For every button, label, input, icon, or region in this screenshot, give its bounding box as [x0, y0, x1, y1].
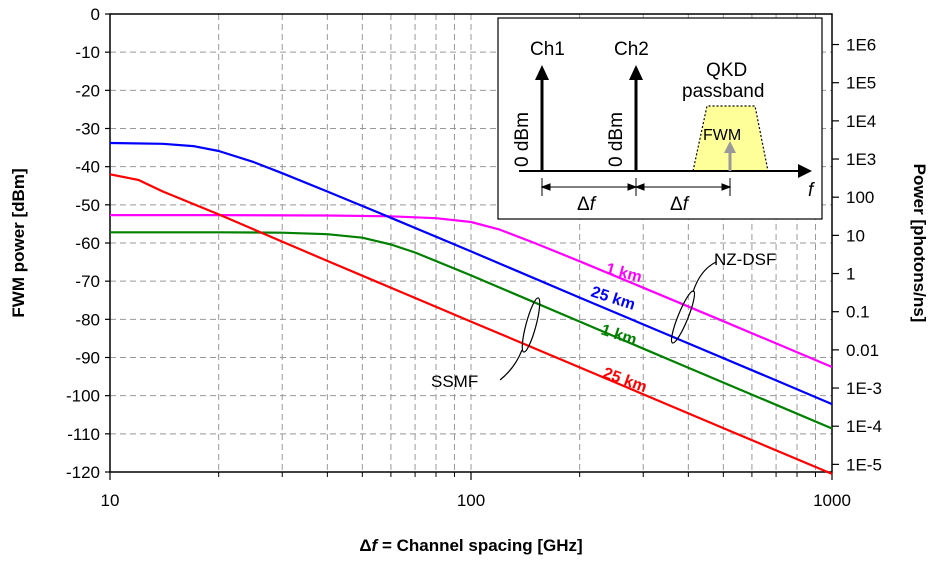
y-tick-label: -30	[75, 120, 100, 139]
y2-axis-title: Power [photons/ns]	[910, 164, 929, 323]
inset-frame	[497, 17, 823, 220]
y2-tick-label: 100	[846, 188, 874, 207]
series-line-ssmf-25km	[109, 173, 833, 475]
fwm-arrowhead	[724, 141, 736, 153]
nzdsf-leader	[692, 261, 717, 293]
y-tick-label: -90	[75, 349, 100, 368]
y-tick-label: -20	[75, 81, 100, 100]
grid-lines	[110, 14, 832, 472]
qkd-label: QKD	[706, 60, 747, 81]
nzdsf-ellipse	[670, 290, 696, 344]
spacing-markers	[540, 178, 732, 196]
x-tick-label: 10	[101, 491, 120, 510]
delta-f-label-2: Δf	[670, 194, 690, 215]
y-axis-title: FWM power [dBm]	[9, 168, 28, 317]
y-tick-label: -70	[75, 272, 100, 291]
passband-label: passband	[682, 81, 764, 102]
y2-tick-label: 1	[846, 265, 855, 284]
x-axis-title: Δf = Channel spacing [GHz]	[359, 536, 582, 555]
delta-f-label-1: Δf	[577, 194, 597, 215]
fwm-label: FWM	[703, 127, 741, 144]
ch1-arrowhead	[535, 65, 549, 80]
series-line-ssmf-1km	[110, 231, 833, 430]
ssmf-leader	[499, 349, 523, 381]
y-tick-label: -50	[75, 196, 100, 215]
label-nzdsf-1km: 1 km	[604, 260, 644, 286]
label-nzdsf-25km: 25 km	[589, 284, 637, 314]
y-tick-label: -120	[66, 463, 100, 482]
y2-tick-label: 1E4	[846, 112, 876, 131]
y2-tick-label: 1E-5	[846, 455, 882, 474]
y2-tick-label: 10	[846, 226, 865, 245]
y-tick-label: -60	[75, 234, 100, 253]
y2-tick-label: 1E-4	[846, 417, 882, 436]
label-ssmf-25km: 25 km	[601, 365, 649, 396]
y2-tick-label: 0.01	[846, 341, 879, 360]
ch1-level: 0 dBm	[512, 112, 533, 167]
ch2-label: Ch2	[614, 39, 649, 60]
y2-tick-label: 1E-3	[846, 379, 882, 398]
y-tick-label: -40	[75, 158, 100, 177]
ch2-level: 0 dBm	[606, 112, 627, 167]
y2-tick-label: 1E6	[846, 36, 876, 55]
y-tick-label: -100	[66, 387, 100, 406]
y2-tick-label: 1E5	[846, 74, 876, 93]
series-line-nz-dsf-25km	[109, 141, 833, 406]
ch1-label: Ch1	[530, 39, 565, 60]
y-tick-label: -10	[75, 43, 100, 62]
frequency-axis-arrowhead	[798, 164, 812, 178]
ssmf-annotation: SSMF	[431, 297, 541, 391]
x-axis-ticks: 10 100 1000	[101, 472, 851, 510]
ch2-arrowhead	[629, 65, 643, 80]
ssmf-ellipse	[521, 297, 541, 353]
y-tick-label: -110	[67, 425, 100, 444]
y-tick-label: -80	[75, 310, 100, 329]
y2-tick-label: 0.1	[846, 303, 870, 322]
y-tick-label: 0	[91, 5, 100, 24]
x-tick-label: 1000	[813, 491, 851, 510]
nzdsf-annotation: NZ-DSF	[670, 250, 776, 344]
inset-diagram: Ch1 Ch2 0 dBm 0 dBm QKD passband FWM f Δ…	[497, 17, 823, 220]
data-curves	[109, 141, 833, 475]
nzdsf-text: NZ-DSF	[714, 250, 776, 269]
label-ssmf-1km: 1 km	[599, 322, 639, 349]
y2-tick-label: 1E3	[846, 150, 876, 169]
ssmf-text: SSMF	[431, 372, 478, 391]
series-line-nz-dsf-1km	[110, 214, 833, 369]
x-tick-label: 100	[457, 491, 485, 510]
left-axis-ticks: 0 -10 -20 -30 -40 -50 -60 -70 -80 -90 -100 -110 -120	[66, 5, 110, 482]
right-axis-ticks: 1E6 1E5 1E4 1E3 100 10 1 0.1 0.01 1E-3 1E-4 1E-5	[832, 36, 882, 474]
frequency-axis-label: f	[808, 180, 815, 201]
